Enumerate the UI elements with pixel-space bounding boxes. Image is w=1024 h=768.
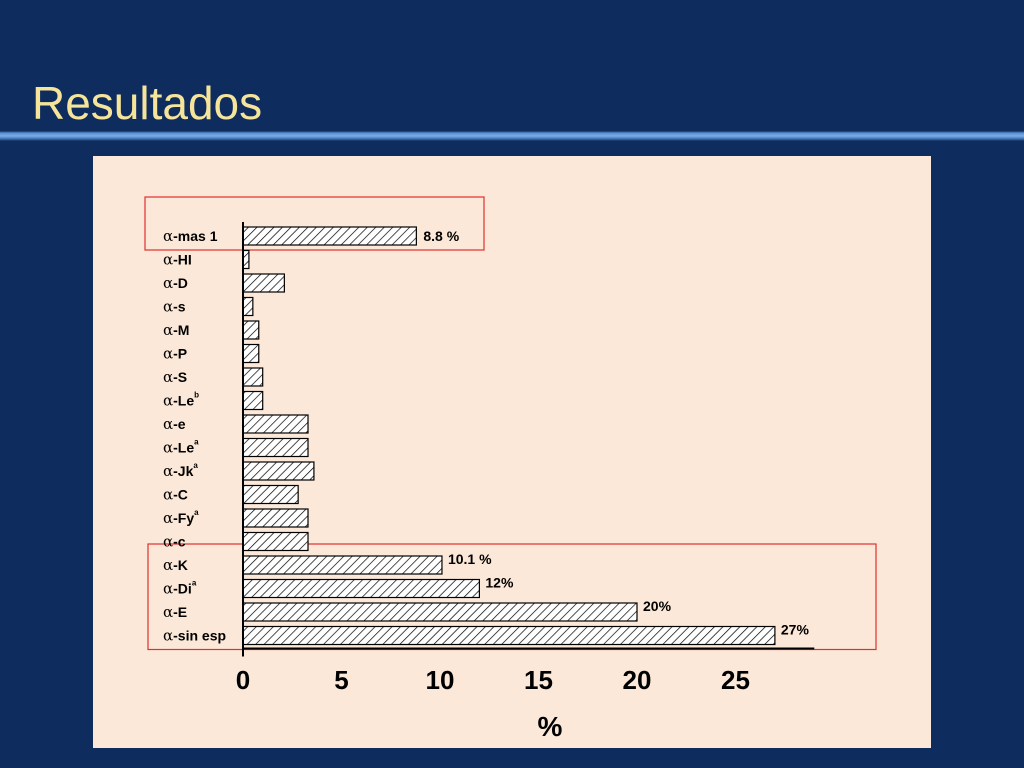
category-label: α-S xyxy=(163,368,187,386)
category-label: α-sin esp xyxy=(163,627,226,645)
category-label: α-s xyxy=(163,298,186,316)
bar xyxy=(242,273,285,293)
category-label: α-e xyxy=(163,415,186,433)
highlight-box xyxy=(144,196,485,251)
category-label: α-Dia xyxy=(163,579,197,598)
category-label: α-K xyxy=(163,556,188,574)
category-label: α-Leb xyxy=(163,391,199,410)
category-label: α-c xyxy=(163,533,186,551)
category-label: α-mas 1 xyxy=(163,227,218,245)
bar xyxy=(242,414,309,434)
bar xyxy=(242,508,309,528)
x-tick-label: 0 xyxy=(236,665,250,695)
data-label: 10.1 % xyxy=(448,551,492,567)
bar xyxy=(242,602,638,622)
category-label: α-HI xyxy=(163,251,192,269)
bar xyxy=(242,531,309,552)
bar xyxy=(242,461,315,481)
category-label: α-E xyxy=(163,603,187,621)
bar xyxy=(242,226,417,246)
x-tick-label: 5 xyxy=(334,665,348,695)
bar xyxy=(242,437,309,458)
x-axis-label: % xyxy=(538,711,563,742)
bar xyxy=(242,578,480,599)
category-label: α-Jka xyxy=(163,461,198,480)
data-label: 20% xyxy=(643,598,672,614)
bar xyxy=(242,320,260,340)
x-tick-label: 10 xyxy=(426,665,455,695)
category-label: α-M xyxy=(163,321,189,339)
data-label: 27% xyxy=(781,622,810,638)
x-tick-label: 15 xyxy=(524,665,553,695)
bar xyxy=(242,390,264,411)
bar xyxy=(242,555,443,575)
category-label: α-Fya xyxy=(163,508,199,527)
data-label: 8.8 % xyxy=(423,228,459,244)
category-label: α-Lea xyxy=(163,438,199,457)
bar xyxy=(242,343,260,364)
bar xyxy=(242,625,776,646)
category-label: α-P xyxy=(163,345,187,363)
bar xyxy=(242,367,264,387)
bar xyxy=(242,484,299,505)
category-label: α-C xyxy=(163,486,188,504)
data-label: 12% xyxy=(485,575,514,591)
title-divider xyxy=(0,131,1024,143)
category-label: α-D xyxy=(163,274,188,292)
x-tick-label: 25 xyxy=(721,665,750,695)
x-tick-label: 20 xyxy=(623,665,652,695)
slide-title: Resultados xyxy=(32,77,263,129)
bar xyxy=(242,296,254,317)
